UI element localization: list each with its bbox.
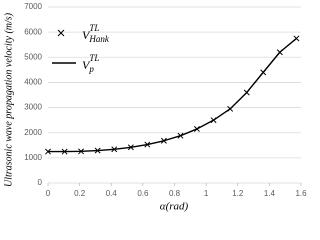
y-tick-label: 4000 — [24, 78, 42, 87]
legend-sup: TL — [89, 53, 99, 63]
x-tick-label: 1.4 — [264, 189, 276, 198]
legend-label: VHankTL — [82, 23, 110, 44]
y-tick-label: 1000 — [24, 153, 42, 162]
y-tick-label: 0 — [38, 178, 43, 187]
legend-marker — [57, 29, 65, 37]
y-tick-label: 6000 — [24, 27, 42, 36]
legend-sub: Hank — [88, 34, 109, 44]
x-tick-label: 0.8 — [169, 189, 181, 198]
x-tick-label: 0.6 — [137, 189, 149, 198]
y-tick-label: 5000 — [24, 52, 42, 61]
legend-name: V — [82, 58, 91, 72]
legend-label: VpTL — [82, 53, 99, 74]
x-tick-label: 0 — [46, 189, 51, 198]
y-tick-label: 3000 — [24, 103, 42, 112]
legend-sub: p — [88, 64, 94, 74]
chart: Ultrasonic wave propagation velocity (m/… — [3, 2, 307, 213]
y-tick-label: 7000 — [24, 2, 42, 11]
x-tick-label: 0.2 — [74, 189, 86, 198]
legend-name: V — [82, 28, 91, 42]
x-tick-label: 1 — [204, 189, 209, 198]
y-tick-label: 2000 — [24, 128, 42, 137]
x-tick-label: 1.6 — [295, 189, 307, 198]
x-axis-title: α(rad) — [160, 201, 189, 213]
x-tick-label: 0.4 — [106, 189, 118, 198]
series-line — [48, 37, 297, 153]
legend-sup: TL — [89, 23, 99, 33]
x-tick-label: 1.2 — [232, 189, 244, 198]
y-axis-title: Ultrasonic wave propagation velocity (m/… — [3, 12, 14, 187]
